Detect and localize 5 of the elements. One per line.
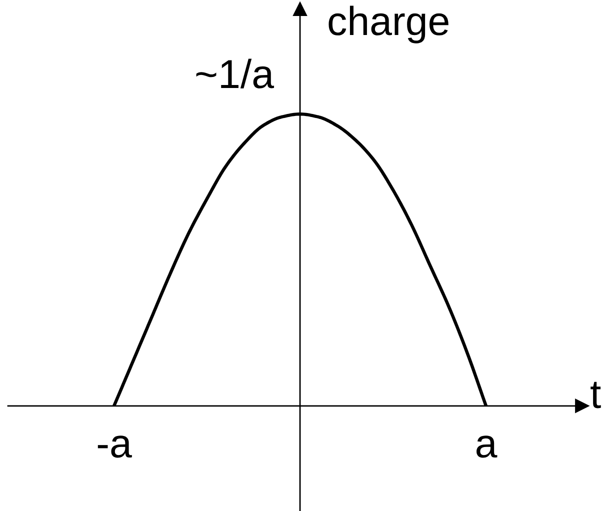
y-axis-title: charge <box>328 6 448 44</box>
text: ~1/a <box>196 58 274 88</box>
x-tick-label: -a <box>98 436 132 458</box>
x-tick-label: a <box>476 436 498 458</box>
x-axis-title: t <box>590 382 601 408</box>
